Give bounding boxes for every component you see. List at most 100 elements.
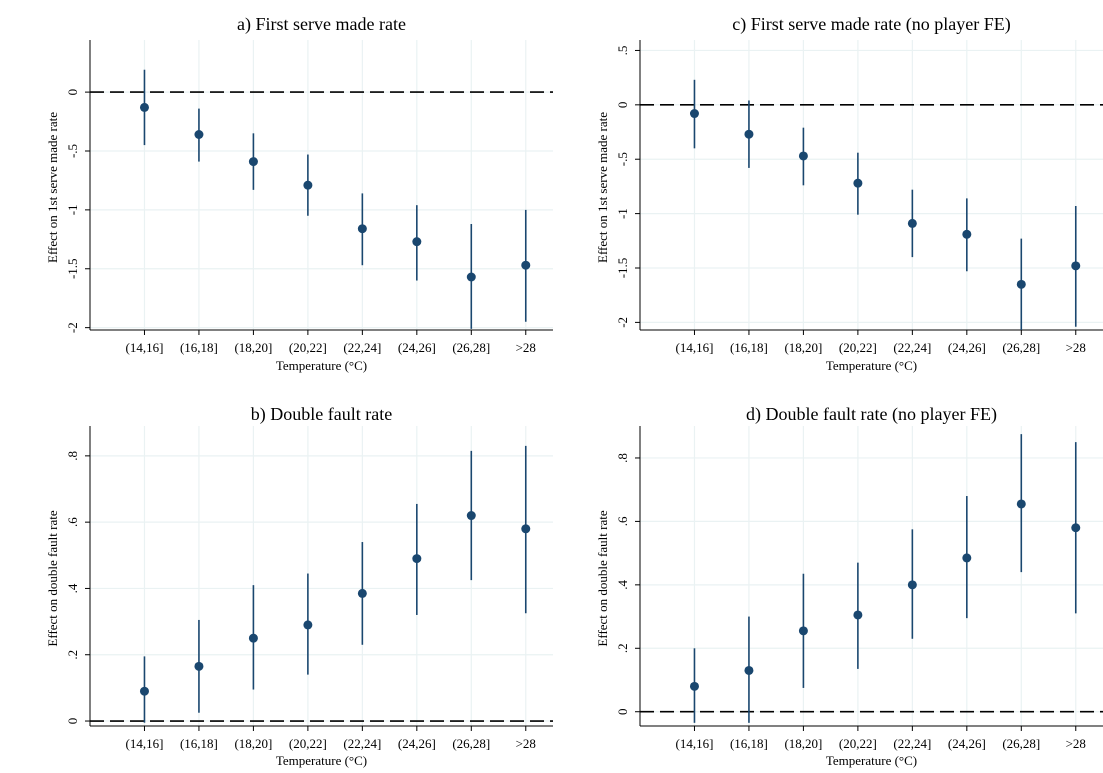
x-tick-label: (20,22] xyxy=(289,340,327,355)
x-tick-label: (26,28] xyxy=(452,340,490,355)
point-estimate xyxy=(853,610,863,620)
y-tick-label: 0 xyxy=(65,718,80,725)
y-tick-label: .6 xyxy=(615,516,630,526)
x-tick-label: (18,20] xyxy=(784,736,822,751)
chart-title: a) First serve made rate xyxy=(237,14,406,35)
point-estimate xyxy=(907,218,917,228)
y-tick-label: .2 xyxy=(65,650,80,660)
x-tick-label: (16,18] xyxy=(180,736,218,751)
chart-svg: 0 .2 .4 .6 .8 (14,16] (16,18] (18,20] (20,22] (22… xyxy=(595,404,1103,768)
point-estimate xyxy=(1071,261,1081,271)
chart-svg: 0 .2 .4 .6 .8 (14,16] (16,18] (18,20] (20,22] (22… xyxy=(45,404,553,768)
point-estimate xyxy=(907,580,917,590)
chart-svg: .5 0 -.5 -1 -1.5 -2 (14,16] (16,18] (18,20] (20,2… xyxy=(595,14,1103,373)
point-estimate xyxy=(303,180,313,190)
point-estimate xyxy=(412,237,422,247)
point-estimate xyxy=(139,102,149,112)
point-estimate xyxy=(194,661,204,671)
x-tick-label: (26,28] xyxy=(1002,340,1040,355)
y-tick-label: -2 xyxy=(615,317,630,328)
x-tick-label: (22,24] xyxy=(893,736,931,751)
x-tick-label: (22,24] xyxy=(893,340,931,355)
x-tick-label: (26,28] xyxy=(452,736,490,751)
point-estimate xyxy=(744,665,754,675)
chart-svg: 0 -.5 -1 -1.5 -2 (14,16] (16,18] (18,20] (20,22]… xyxy=(45,14,553,373)
chart-panel-a: 0 -.5 -1 -1.5 -2 (14,16] (16,18] (18,20] (20,22]… xyxy=(0,0,560,386)
y-tick-label: -1 xyxy=(615,208,630,219)
x-tick-label: (22,24] xyxy=(343,340,381,355)
point-estimate xyxy=(798,151,808,161)
point-estimate xyxy=(1016,279,1026,289)
x-tick-label: (14,16] xyxy=(676,736,714,751)
x-tick-label: (24,26] xyxy=(948,340,986,355)
point-estimate xyxy=(521,524,531,534)
x-tick-label: (20,22] xyxy=(839,340,877,355)
point-estimate xyxy=(853,178,863,188)
y-tick-label: .4 xyxy=(65,583,80,593)
y-tick-label: -1.5 xyxy=(65,258,80,279)
x-axis-label: Temperature (°C) xyxy=(276,358,367,373)
point-estimate xyxy=(744,129,754,139)
y-tick-label: 0 xyxy=(65,89,80,96)
point-estimate xyxy=(1016,499,1026,509)
point-estimate xyxy=(412,554,422,564)
x-tick-label: (26,28] xyxy=(1002,736,1040,751)
y-tick-label: -2 xyxy=(65,322,80,333)
x-tick-label: (24,26] xyxy=(398,340,436,355)
point-estimate xyxy=(303,620,313,630)
y-tick-label: -.5 xyxy=(615,152,630,166)
y-tick-label: .5 xyxy=(615,46,630,56)
x-axis-label: Temperature (°C) xyxy=(826,753,917,768)
x-tick-label: (20,22] xyxy=(839,736,877,751)
y-tick-label: -.5 xyxy=(65,144,80,158)
point-estimate xyxy=(962,229,972,239)
x-axis-label: Temperature (°C) xyxy=(826,358,917,373)
x-tick-label: (18,20] xyxy=(234,340,272,355)
point-estimate xyxy=(248,633,258,643)
x-tick-label: (16,18] xyxy=(730,340,768,355)
point-estimate xyxy=(357,588,367,598)
x-tick-label: (18,20] xyxy=(784,340,822,355)
y-tick-label: .8 xyxy=(615,453,630,463)
x-tick-label: >28 xyxy=(1066,736,1086,751)
x-axis-label: Temperature (°C) xyxy=(276,753,367,768)
x-tick-label: (14,16] xyxy=(126,736,164,751)
point-estimate xyxy=(466,511,476,521)
point-estimate xyxy=(962,553,972,563)
point-estimate xyxy=(689,109,699,119)
y-tick-label: -1 xyxy=(65,204,80,215)
y-axis-label: Effect on double fault rate xyxy=(595,510,610,646)
chart-title: b) Double fault rate xyxy=(251,404,392,425)
y-tick-label: .2 xyxy=(615,643,630,653)
x-tick-label: (24,26] xyxy=(948,736,986,751)
point-estimate xyxy=(689,681,699,691)
x-tick-label: (24,26] xyxy=(398,736,436,751)
x-tick-label: (18,20] xyxy=(234,736,272,751)
y-tick-label: .8 xyxy=(65,451,80,461)
point-estimate xyxy=(466,272,476,282)
y-axis-label: Effect on 1st serve made rate xyxy=(595,112,610,263)
chart-panel-b: 0 .2 .4 .6 .8 (14,16] (16,18] (18,20] (20,22] (22… xyxy=(0,386,560,773)
chart-title: d) Double fault rate (no player FE) xyxy=(746,404,997,425)
chart-panel-c: .5 0 -.5 -1 -1.5 -2 (14,16] (16,18] (18,20] (20,2… xyxy=(560,0,1103,386)
x-tick-label: (14,16] xyxy=(676,340,714,355)
point-estimate xyxy=(798,626,808,636)
x-tick-label: >28 xyxy=(1066,340,1086,355)
chart-title: c) First serve made rate (no player FE) xyxy=(732,14,1010,35)
y-tick-label: 0 xyxy=(615,708,630,715)
x-tick-label: (22,24] xyxy=(343,736,381,751)
point-estimate xyxy=(521,260,531,270)
y-tick-label: -1.5 xyxy=(615,258,630,279)
x-tick-label: (14,16] xyxy=(126,340,164,355)
chart-panel-d: 0 .2 .4 .6 .8 (14,16] (16,18] (18,20] (20,22] (22… xyxy=(560,386,1103,773)
point-estimate xyxy=(139,686,149,696)
x-tick-label: (20,22] xyxy=(289,736,327,751)
point-estimate xyxy=(248,157,258,167)
point-estimate xyxy=(194,130,204,140)
x-tick-label: >28 xyxy=(516,340,536,355)
y-tick-label: 0 xyxy=(615,102,630,109)
x-tick-label: (16,18] xyxy=(180,340,218,355)
y-axis-label: Effect on double fault rate xyxy=(45,510,60,646)
x-tick-label: >28 xyxy=(516,736,536,751)
y-axis-label: Effect on 1st serve made rate xyxy=(45,112,60,263)
